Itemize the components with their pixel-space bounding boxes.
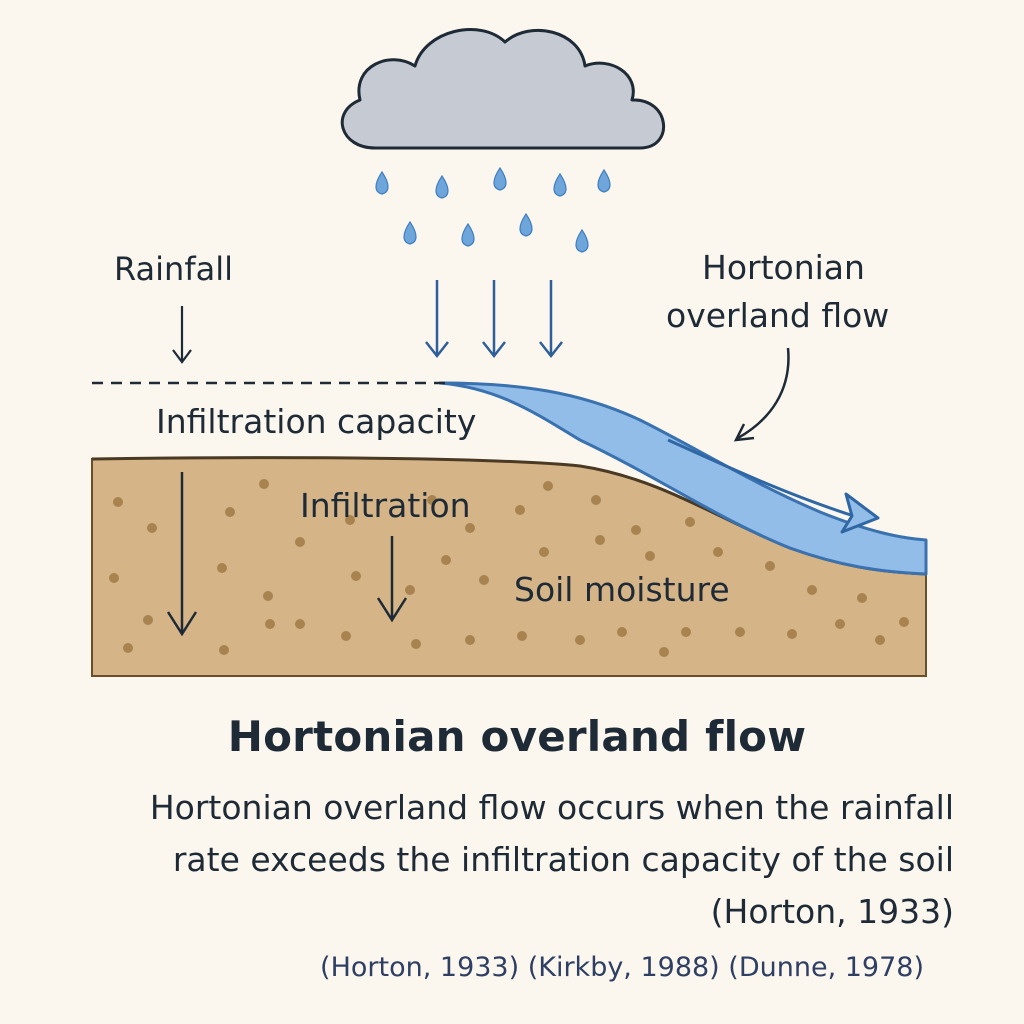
deep-arrowhead-icon xyxy=(166,611,198,637)
soil-particle xyxy=(143,615,153,625)
soil-particle xyxy=(225,507,235,517)
soil-particle xyxy=(875,635,885,645)
raindrop-icon xyxy=(575,228,589,253)
soil-particle xyxy=(341,631,351,641)
soil-particle xyxy=(899,617,909,627)
soil-particle xyxy=(735,627,745,637)
overland-flow-water xyxy=(438,381,928,576)
soil-particles xyxy=(109,479,909,657)
soil-particle xyxy=(517,631,527,641)
soil-particle xyxy=(515,505,525,515)
soil-particle xyxy=(113,497,123,507)
rainfall-label: Rainfall xyxy=(114,250,233,288)
soil-particle xyxy=(465,635,475,645)
description-line-2: rate exceeds the infiltration capacity o… xyxy=(172,840,954,879)
soil-particle xyxy=(575,635,585,645)
hortonian-flow-diagram: Rainfall Hortonian overland flow Infiltr… xyxy=(91,28,928,677)
soil-particle xyxy=(295,537,305,547)
soil-particle xyxy=(479,575,489,585)
soil-particle xyxy=(857,593,867,603)
soil-particle xyxy=(591,495,601,505)
soil-particle xyxy=(265,619,275,629)
soil-particle xyxy=(147,523,157,533)
soil-particle xyxy=(631,525,641,535)
rain-drops xyxy=(375,166,611,253)
raindrop-icon xyxy=(461,222,475,247)
soil-particle xyxy=(543,481,553,491)
soil-particle xyxy=(427,495,437,505)
diagram-svg xyxy=(91,28,928,677)
description-line-1: Hortonian overland flow occurs when the … xyxy=(149,788,954,827)
soil-particle xyxy=(465,523,475,533)
soil-particle xyxy=(259,479,269,489)
soil-body xyxy=(91,456,927,677)
soil-particle xyxy=(539,547,549,557)
raindrop-icon xyxy=(435,174,449,199)
soil-particle xyxy=(441,555,451,565)
flow-arrowhead-icon xyxy=(840,492,880,534)
infiltration-arrowhead-icon xyxy=(376,597,408,623)
soil-particle xyxy=(713,547,723,557)
soil-particle xyxy=(787,629,797,639)
raindrop-icon xyxy=(597,168,611,193)
rain-arrowhead-icon xyxy=(425,341,449,359)
soil-particle xyxy=(217,563,227,573)
soil-particle xyxy=(835,619,845,629)
soil-particle xyxy=(685,517,695,527)
soil-particle xyxy=(219,645,229,655)
soil-particle xyxy=(659,647,669,657)
hortonian-label-line2: overland flow xyxy=(666,296,890,335)
infiltration-capacity-label: Infiltration capacity xyxy=(156,402,477,441)
soil-particle xyxy=(807,585,817,595)
raindrop-icon xyxy=(519,212,533,237)
hortonian-callout-arrow xyxy=(737,347,790,440)
raindrop-icon xyxy=(553,172,567,197)
soil-particle xyxy=(295,619,305,629)
soil-particle xyxy=(351,571,361,581)
soil-particle xyxy=(263,591,273,601)
soil-particle xyxy=(123,643,133,653)
rainfall-arrowhead-icon xyxy=(172,349,192,364)
soil-particle xyxy=(681,627,691,637)
flow-direction-arrow xyxy=(667,438,861,520)
rain-arrowhead-icon xyxy=(539,341,563,359)
soil-particle xyxy=(345,515,355,525)
rain-cloud-icon xyxy=(340,28,665,150)
description-line-3: (Horton, 1933) xyxy=(710,892,954,931)
rain-arrowhead-icon xyxy=(482,341,506,359)
page-title: Hortonian overland flow xyxy=(227,712,807,761)
raindrop-icon xyxy=(375,170,389,195)
soil-particle xyxy=(405,585,415,595)
soil-particle xyxy=(411,639,421,649)
soil-moisture-label: Soil moisture xyxy=(514,570,730,609)
infiltration-label: Infiltration xyxy=(300,486,471,525)
rainfall-arrows xyxy=(425,280,563,359)
soil-particle xyxy=(595,535,605,545)
soil-particle xyxy=(109,573,119,583)
callout-arrowhead-icon xyxy=(733,423,755,442)
raindrop-icon xyxy=(493,166,507,191)
soil-particle xyxy=(645,551,655,561)
soil-particle xyxy=(765,561,775,571)
soil-particle xyxy=(617,627,627,637)
raindrop-icon xyxy=(403,220,417,245)
hortonian-label-line1: Hortonian xyxy=(702,248,865,287)
references: (Horton, 1933) (Kirkby, 1988) (Dunne, 19… xyxy=(320,952,924,983)
